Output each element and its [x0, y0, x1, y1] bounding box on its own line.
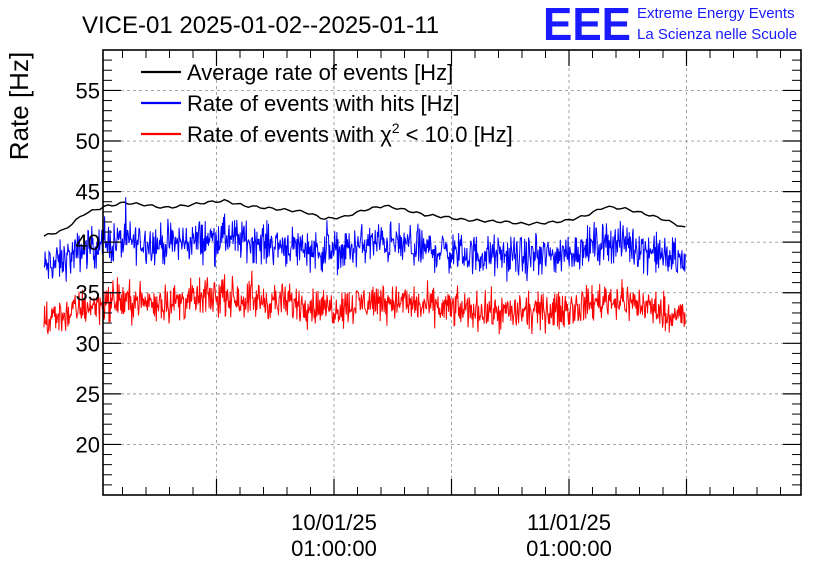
y-tick-label: 45: [76, 180, 100, 205]
y-tick-label: 40: [76, 230, 100, 255]
y-tick-label: 30: [76, 331, 100, 356]
legend-label-0: Average rate of events [Hz]: [187, 60, 453, 85]
y-tick-label: 50: [76, 129, 100, 154]
legend-label-2: Rate of events with χ2 < 10.0 [Hz]: [187, 120, 513, 147]
series-line-2: [43, 270, 686, 335]
legend-label-1: Rate of events with hits [Hz]: [187, 91, 460, 116]
series-layer: [43, 197, 686, 335]
x-tick-label-date: 11/01/25: [527, 510, 611, 535]
y-axis-label: Rate [Hz]: [4, 52, 34, 160]
eee-logo: EEE Extreme Energy Events La Scienza nel…: [543, 0, 797, 50]
y-tick-label: 35: [76, 281, 100, 306]
legend: Average rate of events [Hz] Rate of event…: [141, 60, 513, 147]
tick-labels: 202530354045505510/01/2501:00:0011/01/25…: [76, 78, 612, 561]
plot-frame: [102, 49, 802, 496]
series-line-1: [43, 197, 686, 282]
x-tick-label-date: 10/01/25: [291, 510, 377, 535]
eee-logo-line2: La Scienza nelle Scuole: [637, 26, 797, 43]
y-tick-label: 55: [76, 78, 100, 103]
x-tick-label-time: 01:00:00: [291, 536, 377, 561]
eee-logo-line1: Extreme Energy Events: [637, 5, 795, 22]
y-tick-label: 20: [76, 432, 100, 457]
y-tick-label: 25: [76, 382, 100, 407]
axis-ticks: [103, 49, 801, 495]
chart-title: VICE-01 2025-01-02--2025-01-11: [82, 12, 439, 39]
series-line-0: [43, 198, 686, 237]
eee-logo-mark: EEE: [543, 0, 631, 50]
x-tick-label-time: 01:00:00: [526, 536, 612, 561]
